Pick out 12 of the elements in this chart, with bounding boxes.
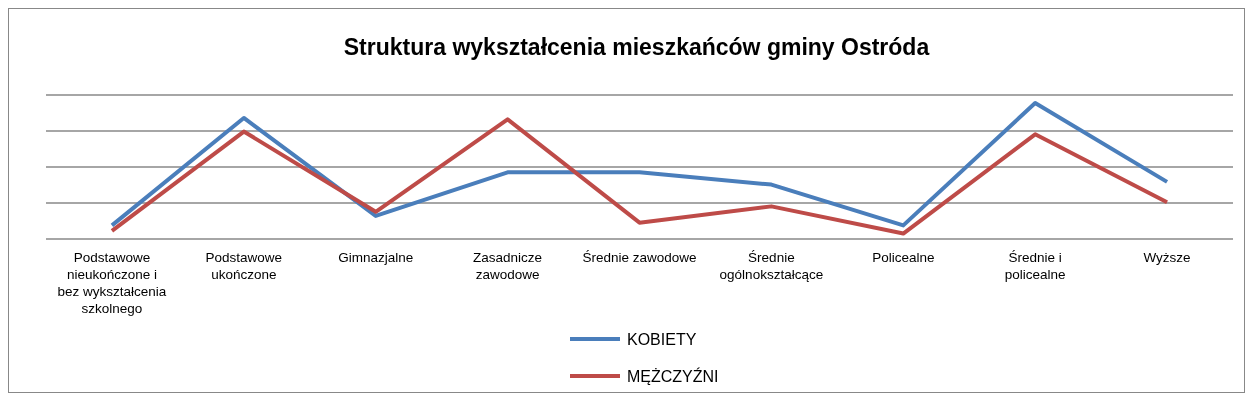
chart-title: Struktura wykształcenia mieszkańców gminy Ostróda: [343, 34, 930, 60]
x-tick-label: Podstawowe nieukończone i bez wykształcenia szkolnego: [57, 250, 167, 316]
x-tick-label: Policealne: [872, 250, 935, 265]
x-tick-label: Podstawowe ukończone: [205, 250, 283, 282]
legend-label: MĘŻCZYŹNI: [627, 367, 719, 385]
x-tick-label: Średnie ogólnokształcące: [719, 250, 824, 282]
x-tick-label: Zasadnicze zawodowe: [473, 250, 543, 282]
x-tick-label: Średnie zawodowe: [582, 250, 697, 265]
x-tick-label: Średnie i policealne: [1004, 250, 1066, 282]
x-tick-label: Gimnazjalne: [338, 250, 414, 265]
x-tick-label: Wyższe: [1143, 250, 1191, 265]
legend-label: KOBIETY: [627, 331, 697, 348]
